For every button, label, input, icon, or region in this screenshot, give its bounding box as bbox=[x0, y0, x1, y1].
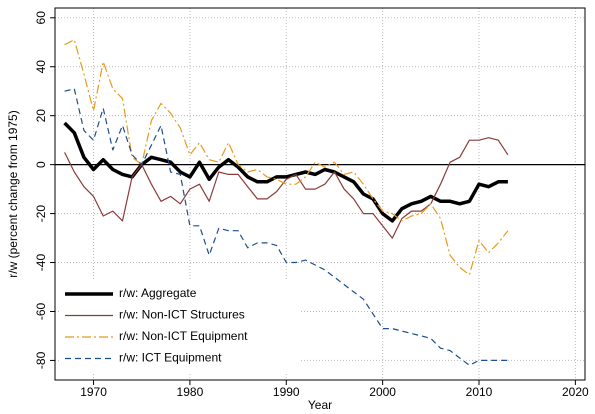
y-tick-label: -40 bbox=[34, 254, 48, 272]
series-line bbox=[64, 88, 508, 366]
y-tick-label: -20 bbox=[34, 205, 48, 223]
legend-label: r/w: Non-ICT Structures bbox=[119, 308, 245, 322]
legend-label: r/w: Non-ICT Equipment bbox=[119, 329, 248, 343]
plot-frame bbox=[54, 7, 586, 381]
y-tick-label: 0 bbox=[34, 161, 48, 168]
y-tick-label: 60 bbox=[34, 11, 48, 25]
y-axis-title: r/w (percent change from 1975) bbox=[6, 110, 20, 277]
x-tick-label: 2010 bbox=[466, 385, 493, 399]
x-tick-label: 2020 bbox=[562, 385, 589, 399]
legend-label: r/w: ICT Equipment bbox=[119, 351, 222, 365]
series-line bbox=[64, 39, 509, 276]
y-tick-label: -80 bbox=[34, 351, 48, 369]
legend-label: r/w: Aggregate bbox=[119, 286, 197, 300]
x-tick-label: 2000 bbox=[369, 385, 396, 399]
y-tick-label: -60 bbox=[34, 302, 48, 320]
series-line bbox=[64, 137, 509, 239]
y-tick-label: 40 bbox=[34, 60, 48, 74]
x-tick-label: 1990 bbox=[273, 385, 300, 399]
x-axis-title: Year bbox=[308, 398, 332, 412]
x-tick-label: 1980 bbox=[177, 385, 204, 399]
y-tick-label: 20 bbox=[34, 109, 48, 123]
x-tick-label: 1970 bbox=[80, 385, 107, 399]
